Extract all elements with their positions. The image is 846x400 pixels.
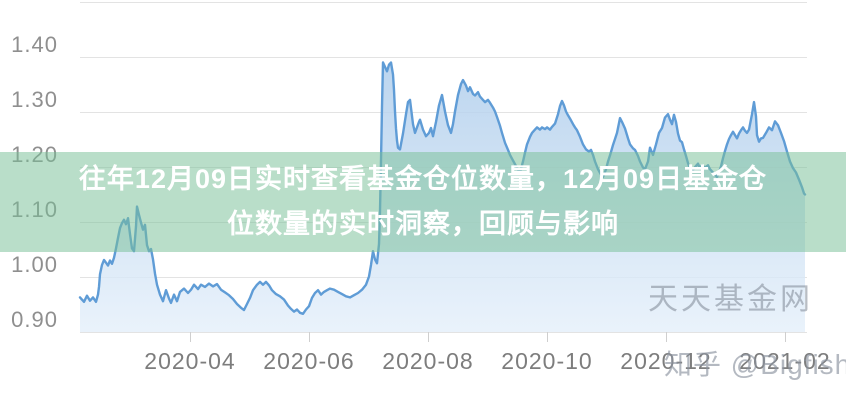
x-axis-tick <box>785 332 786 342</box>
gridline <box>80 2 807 3</box>
gridline <box>80 332 807 333</box>
banner-title-line1: 往年12月09日实时查看基金仓位数量，12月09日基金仓 <box>78 164 768 194</box>
x-axis-label: 2020-08 <box>382 348 474 374</box>
banner-title-line2: 位数量的实时洞察，回顾与影响 <box>227 209 619 239</box>
tiantian-fund-watermark: 天天基金网 <box>648 283 813 316</box>
zhihu-author-watermark: 知乎 @Bigfish <box>664 349 846 380</box>
x-axis-label: 2020-12 <box>620 348 712 374</box>
y-axis-label: 1.00 <box>11 252 58 277</box>
x-axis-label: 2021-02 <box>739 348 831 374</box>
y-axis-label: 1.40 <box>11 32 58 57</box>
x-axis-label: 2020-06 <box>263 348 355 374</box>
x-axis-tick <box>547 332 548 342</box>
x-axis-label: 2020-04 <box>144 348 236 374</box>
y-axis-label: 0.90 <box>11 307 58 332</box>
x-axis-label: 2020-10 <box>501 348 593 374</box>
x-axis-tick <box>309 332 310 342</box>
x-axis-tick <box>190 332 191 342</box>
x-axis-tick <box>428 332 429 342</box>
title-banner: 往年12月09日实时查看基金仓位数量，12月09日基金仓 位数量的实时洞察，回顾… <box>0 152 846 252</box>
x-axis-tick <box>666 332 667 342</box>
gridline <box>80 57 807 58</box>
y-axis-label: 1.30 <box>11 87 58 112</box>
